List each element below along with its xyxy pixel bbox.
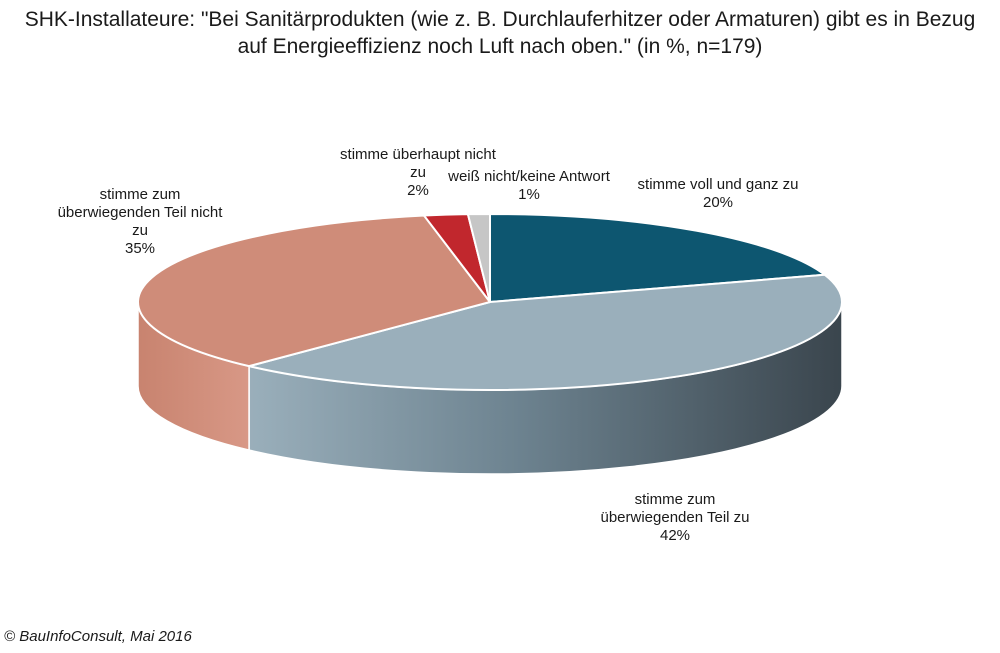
slice-label-ueberhaupt_nicht: stimme überhaupt nicht zu 2%	[340, 146, 497, 199]
slice-label-voll: stimme voll und ganz zu 20%	[638, 176, 799, 211]
slice-label-ueberwiegend: stimme zum überwiegenden Teil zu 42%	[601, 491, 750, 544]
slice-label-nicht: stimme zum überwiegenden Teil nicht zu 35%	[58, 186, 224, 257]
pie-slice-ueberwiegend	[248, 273, 843, 391]
pie-slice-voll	[489, 213, 826, 303]
chart-title-line-2: auf Energieeffizienz noch Luft nach oben…	[237, 35, 763, 58]
slice-label-weiss_nicht: weiß nicht/keine Antwort 1%	[447, 168, 611, 203]
pie-slice-nicht	[137, 214, 491, 368]
pie-slice-weiss_nicht	[466, 213, 491, 303]
copyright-footer: © BauInfoConsult, Mai 2016	[4, 628, 192, 645]
pie-labels: stimme voll und ganz zu 20% stimme zum über…	[58, 146, 799, 544]
chart-title: SHK-Installateure: "Bei Sanitärprodukten…	[0, 6, 1000, 60]
chart-title-line-1: SHK-Installateure: "Bei Sanitärprodukten…	[24, 8, 976, 31]
pie-top-faces	[137, 213, 843, 391]
